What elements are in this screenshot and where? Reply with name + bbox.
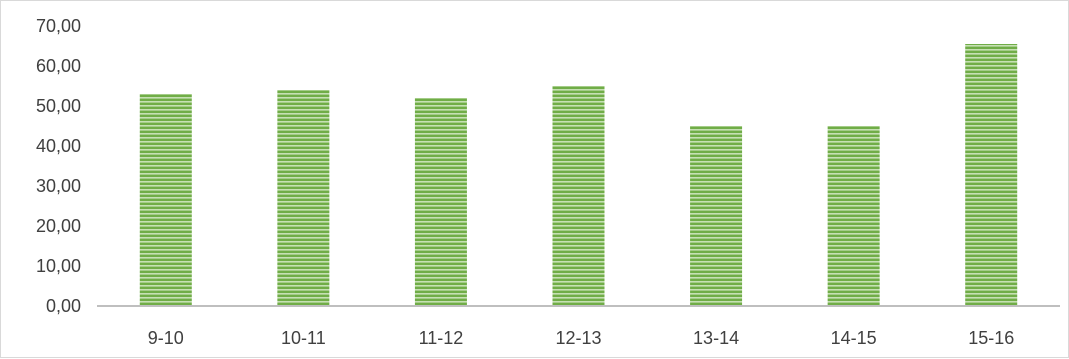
y-tick-label: 20,00 [36, 216, 81, 236]
x-tick-label: 11-12 [419, 328, 464, 348]
y-tick-label: 0,00 [46, 296, 81, 316]
bar-11-12 [414, 98, 467, 306]
y-tick-label: 50,00 [36, 96, 81, 116]
bar-13-14 [690, 126, 743, 306]
bar-15-16 [965, 44, 1018, 306]
x-tick-label: 10-11 [281, 328, 326, 348]
y-tick-label: 30,00 [36, 176, 81, 196]
x-tick-label: 14-15 [831, 328, 877, 348]
y-tick-label: 60,00 [36, 56, 81, 76]
bar-14-15 [827, 126, 880, 306]
x-tick-label: 12-13 [555, 328, 601, 348]
x-tick-label: 15-16 [968, 328, 1014, 348]
bar-10-11 [277, 90, 330, 306]
y-tick-label: 40,00 [36, 136, 81, 156]
y-tick-label: 70,00 [36, 16, 81, 36]
bar-9-10 [139, 94, 192, 306]
y-axis-tick-labels: 0,00 10,00 20,00 30,00 40,00 50,00 60,00 70,00 [36, 16, 81, 316]
y-tick-label: 10,00 [36, 256, 81, 276]
x-tick-label: 9-10 [148, 328, 184, 348]
bar-12-13 [552, 86, 605, 306]
x-axis-tick-labels: 9-10 10-11 11-12 12-13 13-14 14-15 15-16 [148, 328, 1014, 348]
x-tick-label: 13-14 [693, 328, 739, 348]
bars [139, 44, 1018, 306]
